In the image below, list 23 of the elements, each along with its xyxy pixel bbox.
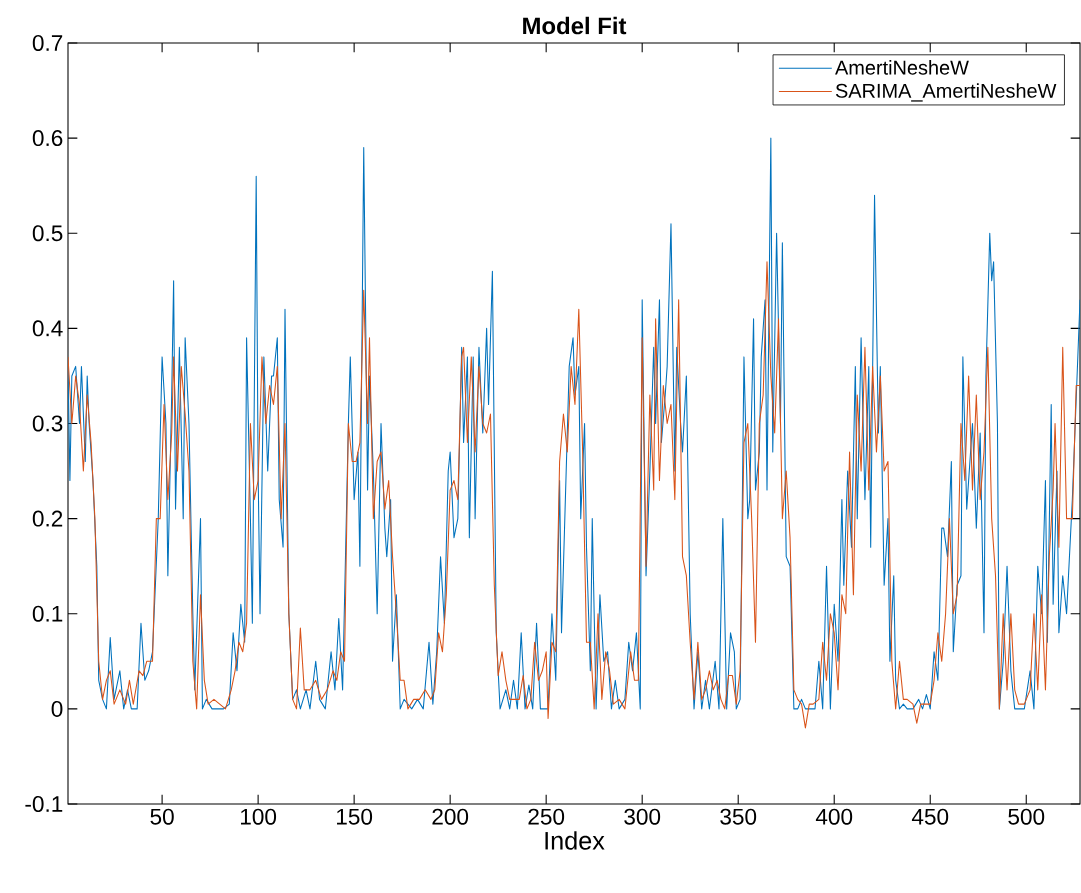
x-tick-label: 500: [1008, 808, 1045, 825]
y-tick-label: 0.1: [32, 605, 63, 622]
x-axis-title: Index: [545, 831, 605, 850]
x-tick-label: 300: [624, 808, 661, 825]
y-tick-label: 0.7: [32, 34, 63, 51]
x-tick-label: 200: [432, 808, 469, 825]
x-tick-label: 150: [337, 808, 373, 825]
legend-label: AmertiNesheW: [835, 60, 969, 75]
x-tick-label: 400: [815, 808, 853, 825]
x-tick-label: 50: [150, 808, 174, 825]
y-tick-label: 0.3: [32, 415, 63, 432]
chart-title: Model Fit: [523, 16, 627, 35]
x-tick-label: 350: [720, 808, 757, 825]
y-tick-label: 0.5: [32, 225, 63, 242]
x-tick-label: 450: [911, 808, 949, 825]
y-tick-label: 0.4: [32, 320, 63, 337]
y-tick-label: 0.6: [32, 130, 63, 147]
x-tick-label: 250: [528, 808, 565, 825]
y-tick-label: 0: [51, 700, 63, 717]
y-tick-label: -0.1: [25, 796, 63, 812]
legend-label: SARIMA_AmertiNesheW: [835, 83, 1057, 102]
x-tick-label: 100: [241, 808, 277, 825]
y-tick-label: 0.2: [32, 510, 63, 527]
